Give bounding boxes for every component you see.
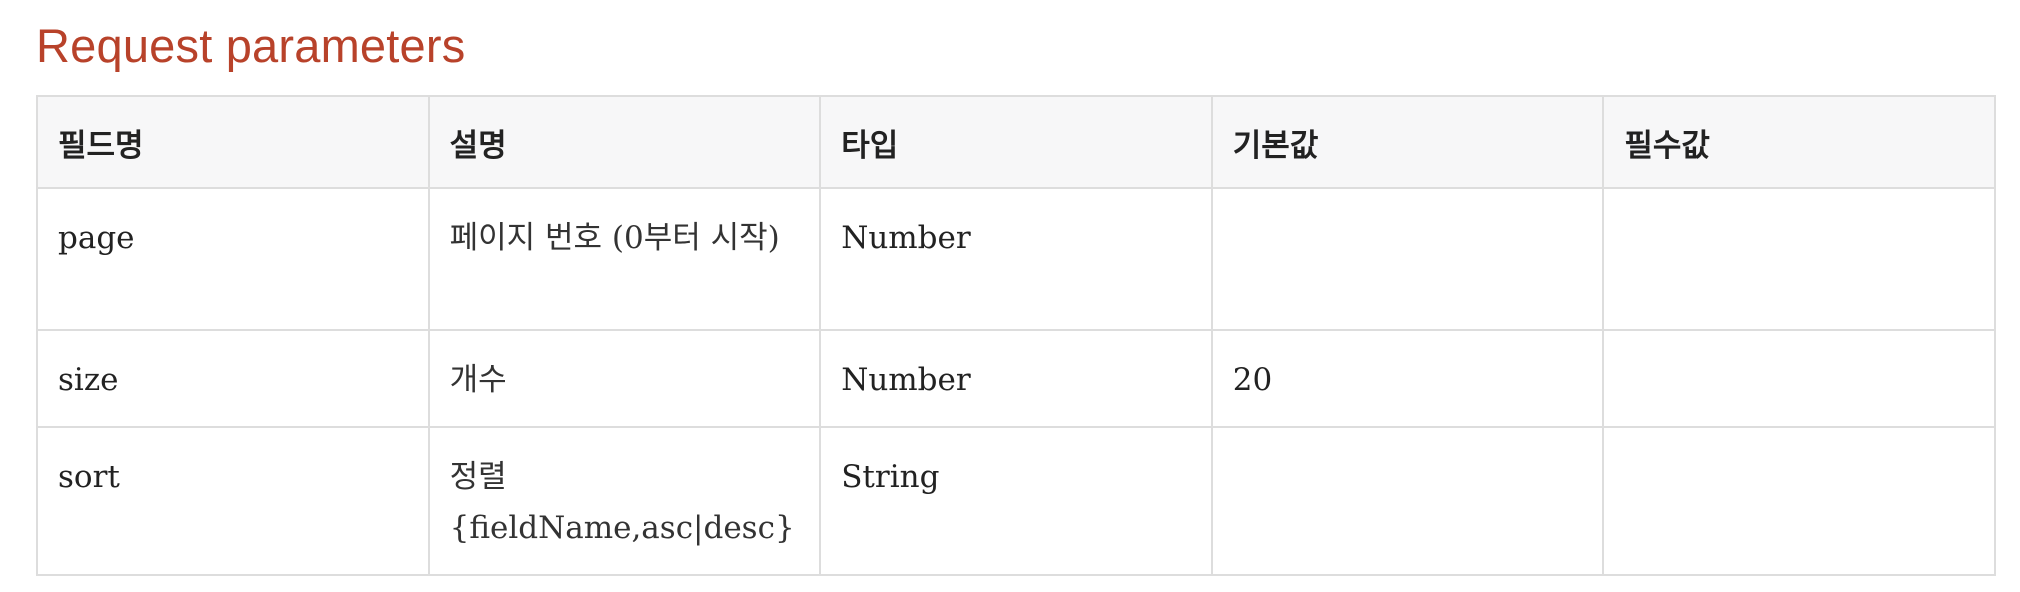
cell-required <box>1602 187 1996 331</box>
cell-field-name: sort <box>36 426 430 576</box>
cell-required <box>1602 426 1996 576</box>
cell-type: Number <box>819 187 1213 331</box>
table-row: size 개수 Number 20 <box>36 329 1996 428</box>
cell-type: Number <box>819 329 1213 428</box>
column-header-description: 설명 <box>427 95 822 189</box>
cell-field-name: size <box>36 329 430 428</box>
cell-default <box>1210 187 1605 331</box>
request-parameters-table: 필드명 설명 타입 기본값 필수값 page 페이지 번호 (0부터 시작) N… <box>36 95 1996 576</box>
column-header-type: 타입 <box>819 95 1213 189</box>
cell-type: String <box>819 426 1213 576</box>
cell-default <box>1210 426 1605 576</box>
section-title: Request parameters <box>36 19 466 72</box>
cell-description: 페이지 번호 (0부터 시작) <box>427 187 822 331</box>
cell-field-name: page <box>36 187 430 331</box>
table-row: sort 정렬 {fieldName,asc|desc} String <box>36 426 1996 576</box>
cell-description: 개수 <box>427 329 822 428</box>
column-header-default: 기본값 <box>1210 95 1605 189</box>
table-header-row: 필드명 설명 타입 기본값 필수값 <box>36 95 1996 189</box>
cell-default: 20 <box>1210 329 1605 428</box>
cell-description: 정렬 {fieldName,asc|desc} <box>427 426 822 576</box>
column-header-required: 필수값 <box>1602 95 1996 189</box>
cell-required <box>1602 329 1996 428</box>
table-row: page 페이지 번호 (0부터 시작) Number <box>36 187 1996 331</box>
column-header-field-name: 필드명 <box>36 95 430 189</box>
